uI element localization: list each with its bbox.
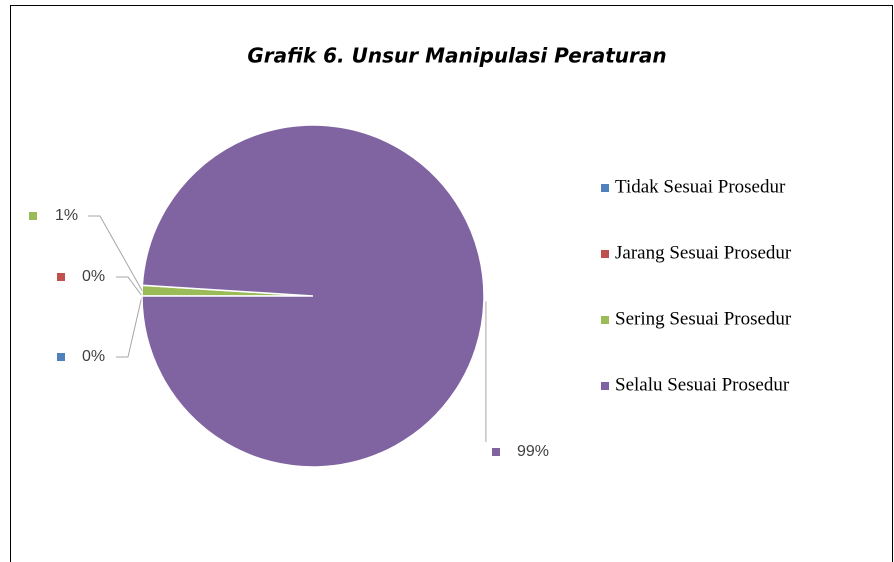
data-label: 0% <box>82 268 105 285</box>
legend-label: Sering Sesuai Prosedur <box>615 308 792 329</box>
label-marker <box>492 448 500 456</box>
leader-line <box>88 215 143 291</box>
legend-marker <box>601 184 609 192</box>
data-label: 99% <box>517 443 549 460</box>
pie-slice <box>141 124 485 468</box>
legend-label: Jarang Sesuai Prosedur <box>615 242 792 263</box>
legend-marker <box>601 382 609 390</box>
chart-title: Grafik 6. Unsur Manipulasi Peraturan <box>247 44 666 68</box>
label-marker <box>57 353 65 361</box>
label-marker <box>57 273 65 281</box>
data-label: 0% <box>82 348 105 365</box>
legend-label: Tidak Sesuai Prosedur <box>615 176 786 197</box>
legend-marker <box>601 316 609 324</box>
data-label: 1% <box>55 207 78 224</box>
legend-marker <box>601 250 609 258</box>
label-marker <box>29 212 37 220</box>
leader-line <box>116 295 143 358</box>
leader-line <box>116 276 143 297</box>
legend-label: Selalu Sesuai Prosedur <box>615 374 790 395</box>
